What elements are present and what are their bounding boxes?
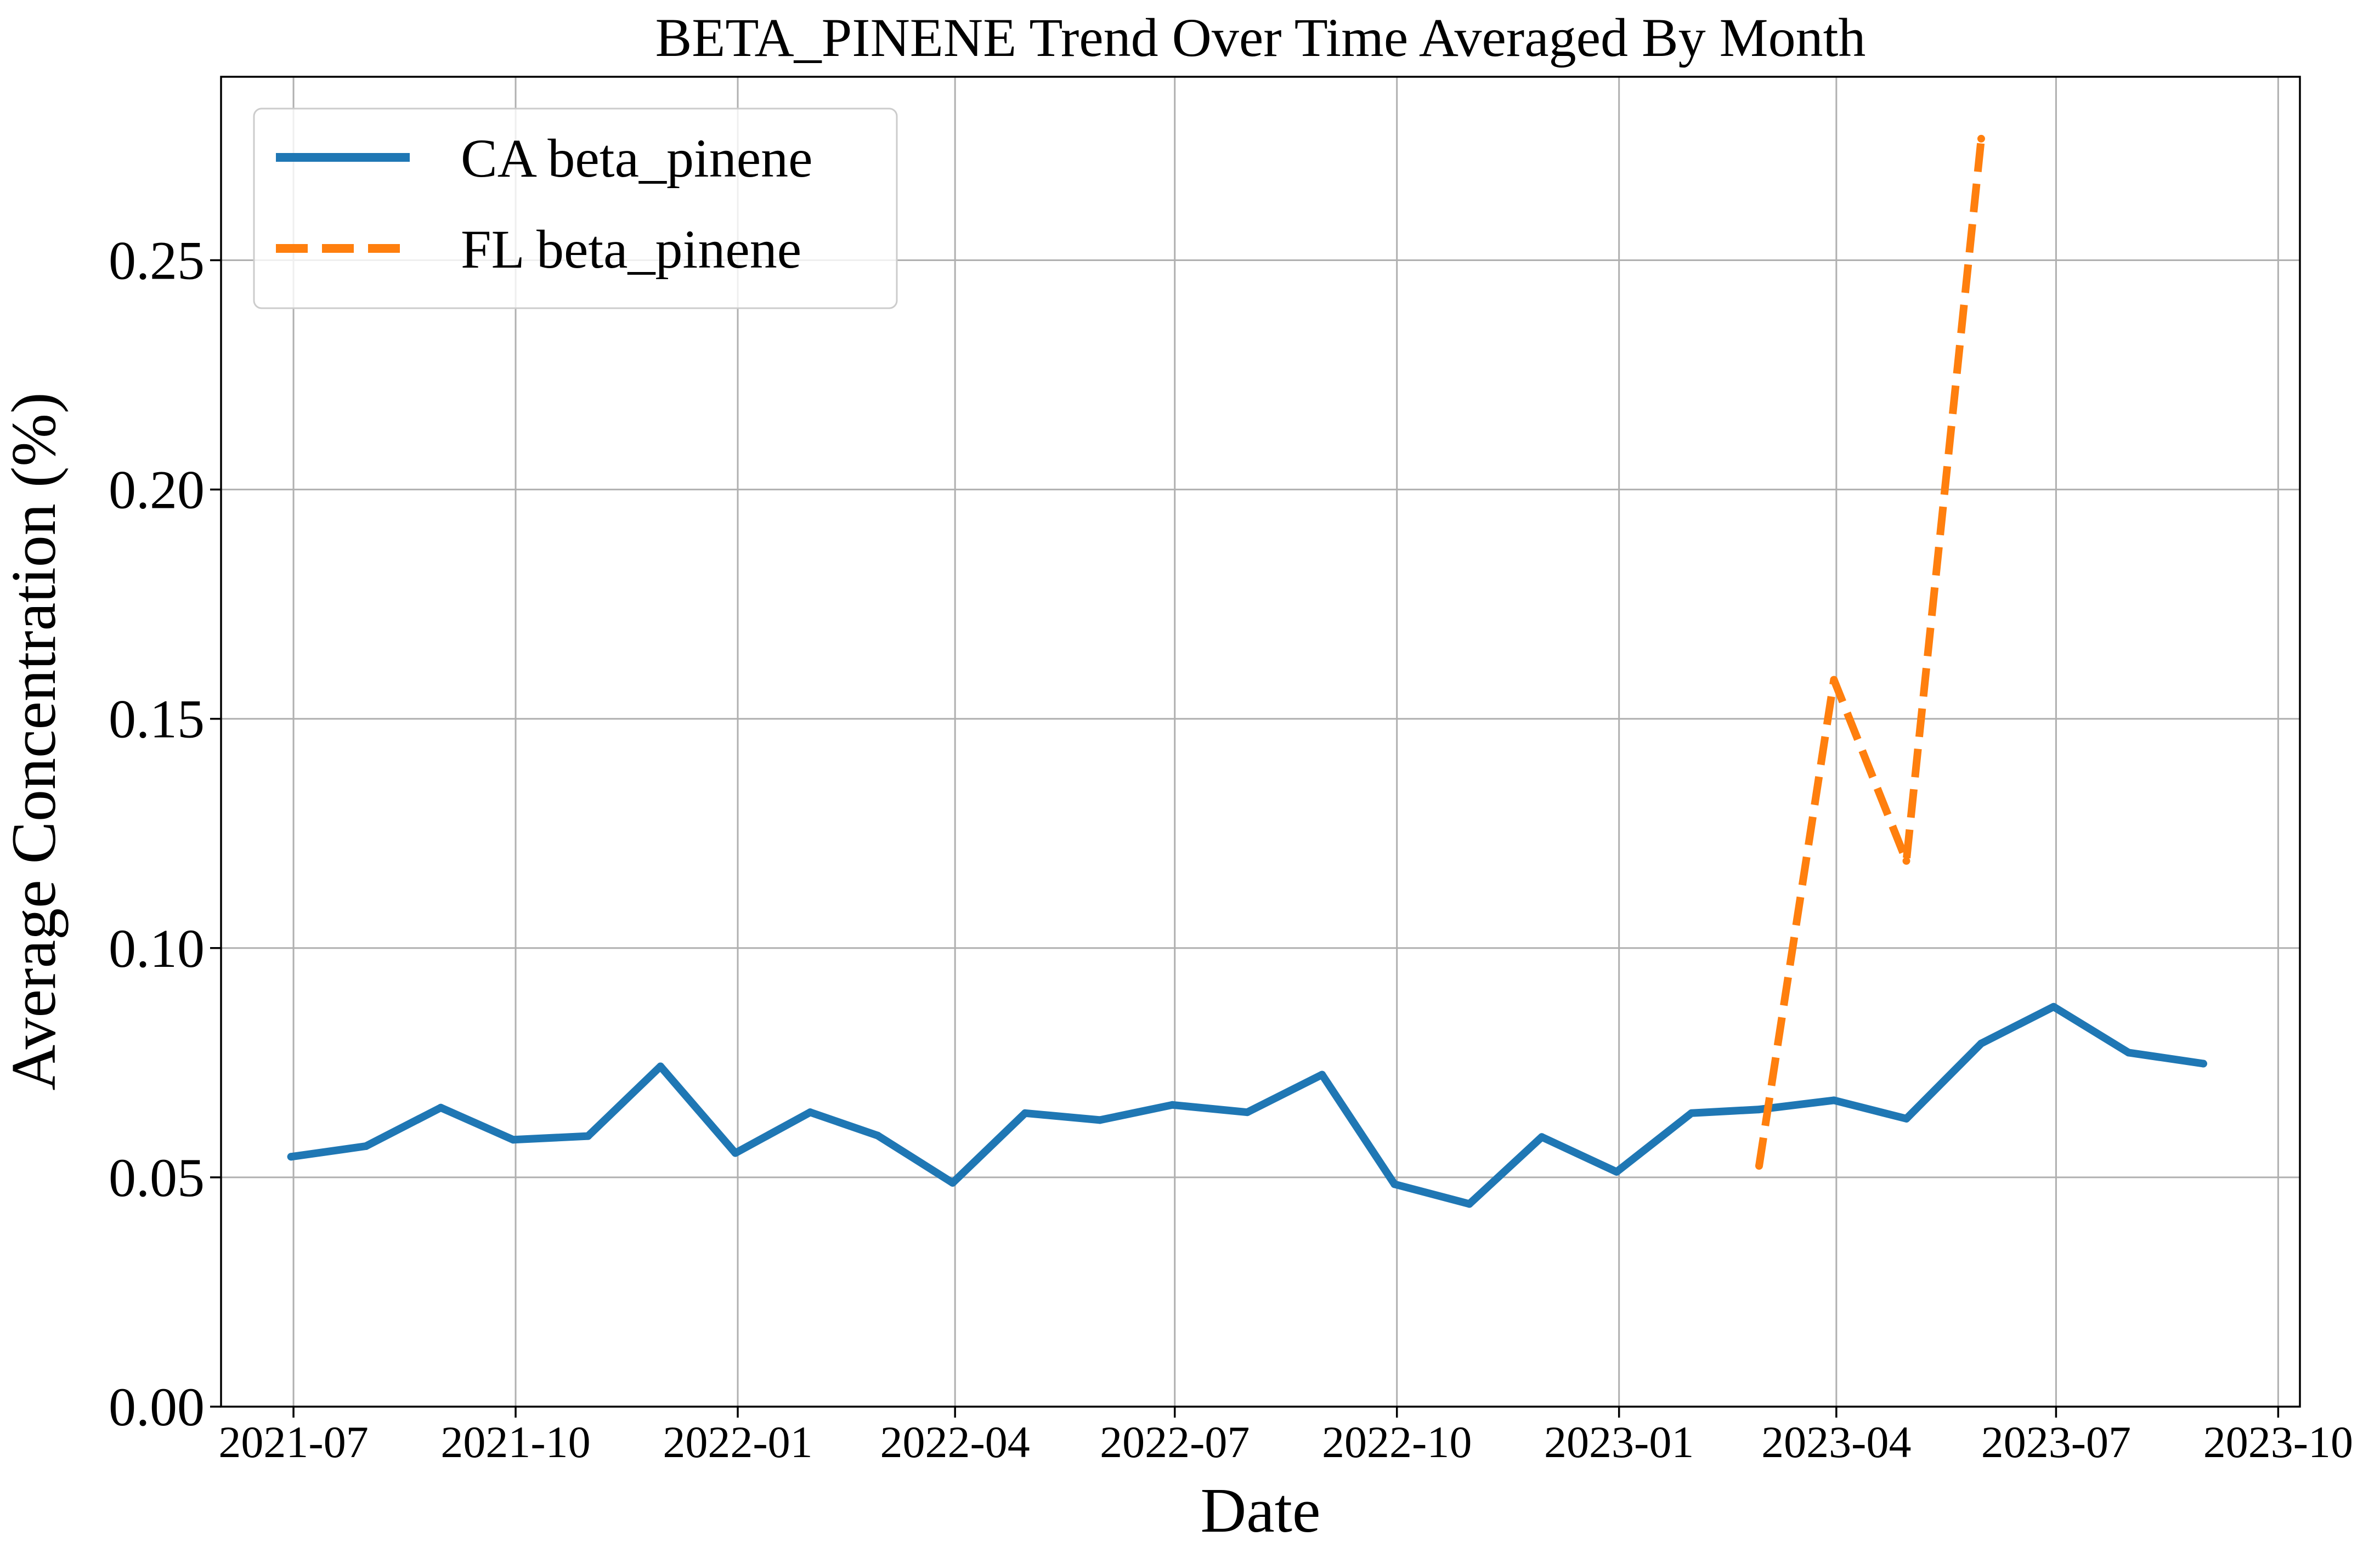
x-tick-label: 2022-04 bbox=[880, 1417, 1030, 1467]
series-line-fl-beta-pinene bbox=[1755, 138, 1985, 1167]
data-point-ca-beta-pinene bbox=[1096, 1116, 1104, 1124]
data-point-ca-beta-pinene bbox=[2124, 1049, 2133, 1057]
data-point-ca-beta-pinene bbox=[1687, 1109, 1695, 1117]
series-layer bbox=[287, 134, 2207, 1208]
x-tick-label: 2023-04 bbox=[1761, 1417, 1911, 1467]
data-point-ca-beta-pinene bbox=[1021, 1109, 1029, 1117]
legend-frame bbox=[253, 107, 898, 309]
data-point-fl-beta-pinene bbox=[1902, 857, 1910, 865]
data-point-ca-beta-pinene bbox=[362, 1142, 370, 1151]
chart-title: BETA_PINENE Trend Over Time Averaged By … bbox=[655, 7, 1866, 68]
x-tick-label: 2022-07 bbox=[1100, 1417, 1250, 1467]
y-axis-ticks: 0.00 0.05 0.10 0.15 0.20 0.25 bbox=[109, 230, 221, 1437]
data-point-ca-beta-pinene bbox=[1390, 1180, 1399, 1188]
x-tick-label: 2022-01 bbox=[663, 1417, 812, 1467]
data-point-ca-beta-pinene bbox=[1537, 1133, 1546, 1141]
data-point-ca-beta-pinene bbox=[437, 1103, 445, 1112]
data-point-ca-beta-pinene bbox=[657, 1062, 665, 1070]
data-point-ca-beta-pinene bbox=[1465, 1200, 1473, 1208]
data-point-fl-beta-pinene bbox=[1977, 134, 1985, 143]
data-point-ca-beta-pinene bbox=[2199, 1060, 2207, 1068]
data-point-ca-beta-pinene bbox=[731, 1149, 739, 1157]
data-point-ca-beta-pinene bbox=[1830, 1096, 1838, 1104]
x-tick-label: 2023-01 bbox=[1544, 1417, 1694, 1467]
y-tick-label: 0.00 bbox=[109, 1376, 205, 1437]
x-tick-label: 2021-07 bbox=[218, 1417, 368, 1467]
data-point-fl-beta-pinene bbox=[1755, 1162, 1763, 1170]
data-point-ca-beta-pinene bbox=[806, 1108, 815, 1117]
legend-label-fl: FL beta_pinene bbox=[461, 219, 801, 280]
legend-label-ca: CA beta_pinene bbox=[461, 128, 813, 189]
y-tick-label: 0.25 bbox=[109, 230, 205, 291]
legend: CA beta_pinene FL beta_pinene bbox=[253, 107, 898, 309]
data-point-ca-beta-pinene bbox=[2050, 1002, 2058, 1011]
x-tick-label: 2022-10 bbox=[1322, 1417, 1472, 1467]
data-point-ca-beta-pinene bbox=[1243, 1108, 1251, 1117]
data-point-fl-beta-pinene bbox=[1830, 676, 1838, 684]
y-tick-label: 0.05 bbox=[109, 1147, 205, 1208]
y-tick-label: 0.15 bbox=[109, 689, 205, 750]
x-axis-ticks: 2021-07 2021-10 2022-01 2022-04 2022-07 2022-… bbox=[218, 1407, 2353, 1467]
data-point-ca-beta-pinene bbox=[584, 1132, 592, 1140]
plot-frame bbox=[220, 76, 2301, 1408]
data-point-ca-beta-pinene bbox=[1613, 1168, 1621, 1176]
data-point-ca-beta-pinene bbox=[1168, 1101, 1177, 1109]
x-axis-label: Date bbox=[1201, 1476, 1321, 1546]
x-tick-label: 2023-10 bbox=[2203, 1417, 2353, 1467]
data-point-ca-beta-pinene bbox=[509, 1136, 517, 1144]
y-axis-label: Average Concentration (%) bbox=[0, 392, 69, 1090]
data-point-ca-beta-pinene bbox=[1902, 1114, 1910, 1123]
data-point-ca-beta-pinene bbox=[1318, 1070, 1326, 1079]
x-tick-label: 2021-10 bbox=[440, 1417, 590, 1467]
data-point-ca-beta-pinene bbox=[948, 1179, 957, 1187]
data-point-ca-beta-pinene bbox=[1977, 1039, 1985, 1047]
y-tick-label: 0.20 bbox=[109, 460, 205, 520]
data-point-ca-beta-pinene bbox=[287, 1153, 295, 1161]
y-tick-label: 0.10 bbox=[109, 918, 205, 979]
data-point-ca-beta-pinene bbox=[1755, 1106, 1763, 1114]
data-point-ca-beta-pinene bbox=[874, 1131, 882, 1140]
x-tick-label: 2023-07 bbox=[1981, 1417, 2131, 1467]
